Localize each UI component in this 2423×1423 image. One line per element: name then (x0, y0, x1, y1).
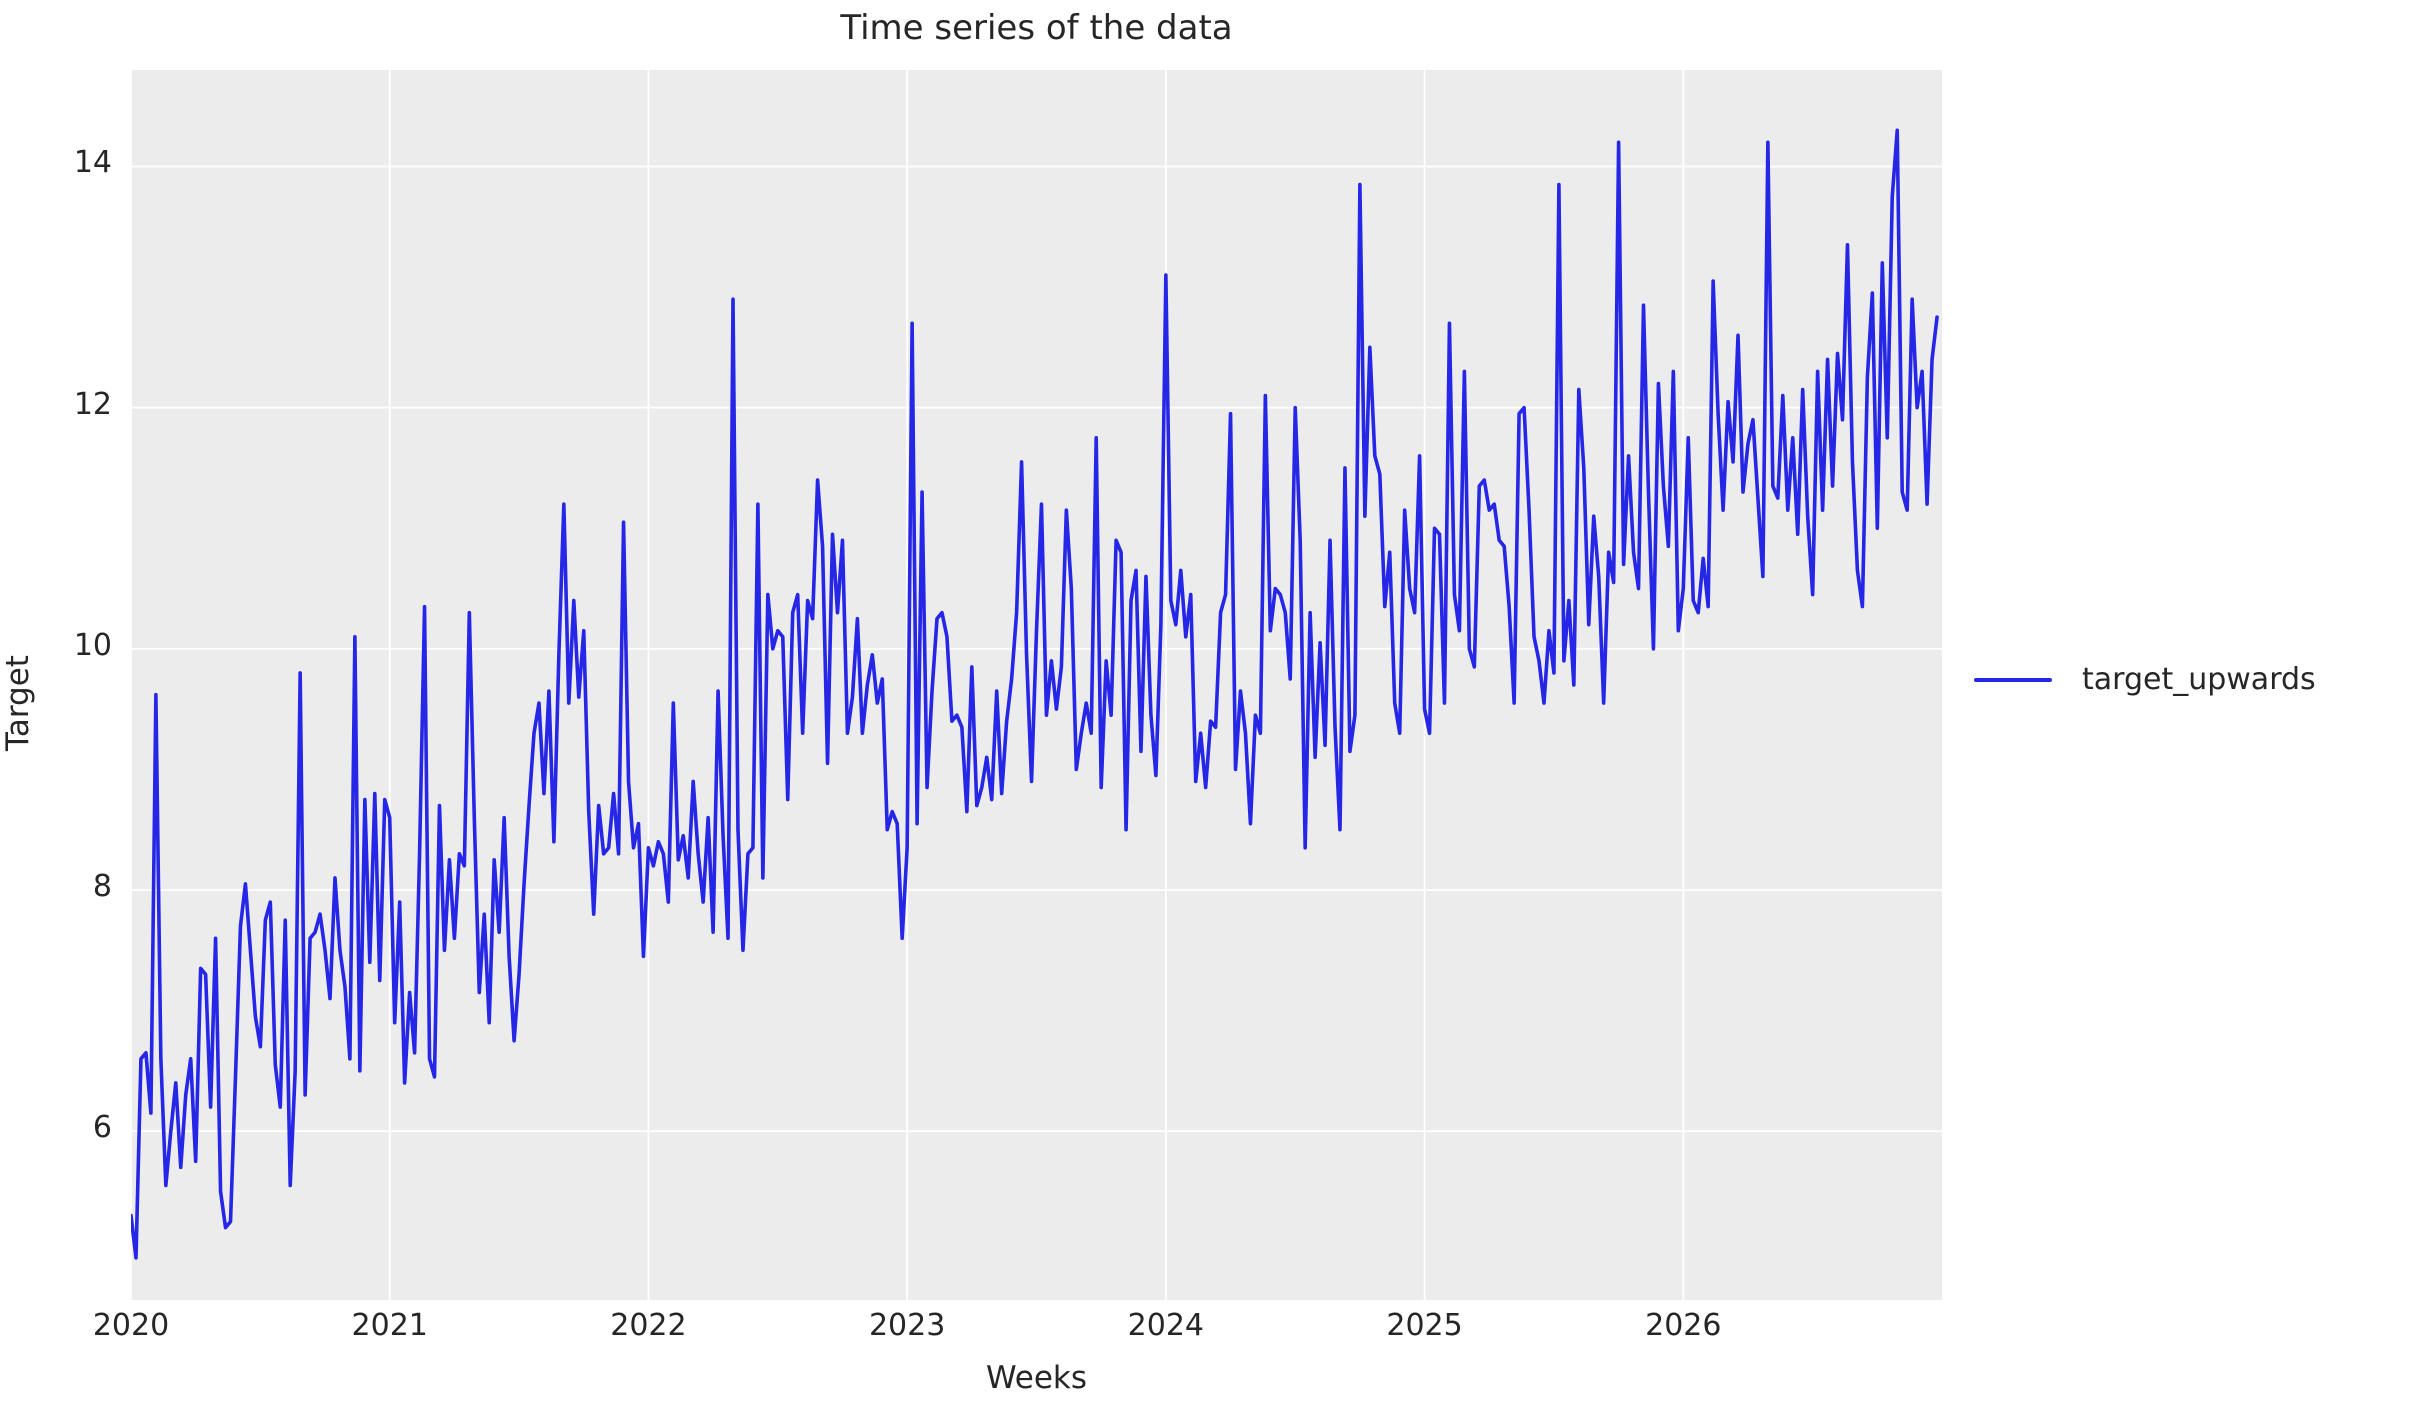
y-tick-label: 8 (92, 869, 112, 904)
line-chart-canvas (131, 70, 1942, 1300)
y-tick-label: 14 (73, 145, 112, 181)
y-tick-label: 10 (73, 627, 112, 663)
x-tick-label: 2024 (1127, 1308, 1205, 1343)
legend-line-sample (1974, 677, 2052, 682)
x-tick-label: 2021 (351, 1308, 428, 1343)
x-axis-label: Weeks (985, 1360, 1088, 1396)
x-tick-label: 2026 (1645, 1308, 1722, 1343)
legend: target_upwards (1974, 662, 2316, 697)
y-tick-label: 12 (73, 386, 112, 422)
x-tick-label: 2022 (610, 1308, 687, 1343)
legend-label: target_upwards (2082, 662, 2316, 697)
chart-title: Time series of the data (840, 8, 1233, 48)
y-tick-label: 6 (92, 1110, 112, 1146)
x-tick-label: 2025 (1386, 1308, 1463, 1343)
series-line-target_upwards (131, 128, 1939, 1260)
x-tick-label: 2023 (868, 1308, 946, 1343)
plot-area (131, 70, 1942, 1300)
x-tick-label: 2020 (92, 1308, 170, 1343)
